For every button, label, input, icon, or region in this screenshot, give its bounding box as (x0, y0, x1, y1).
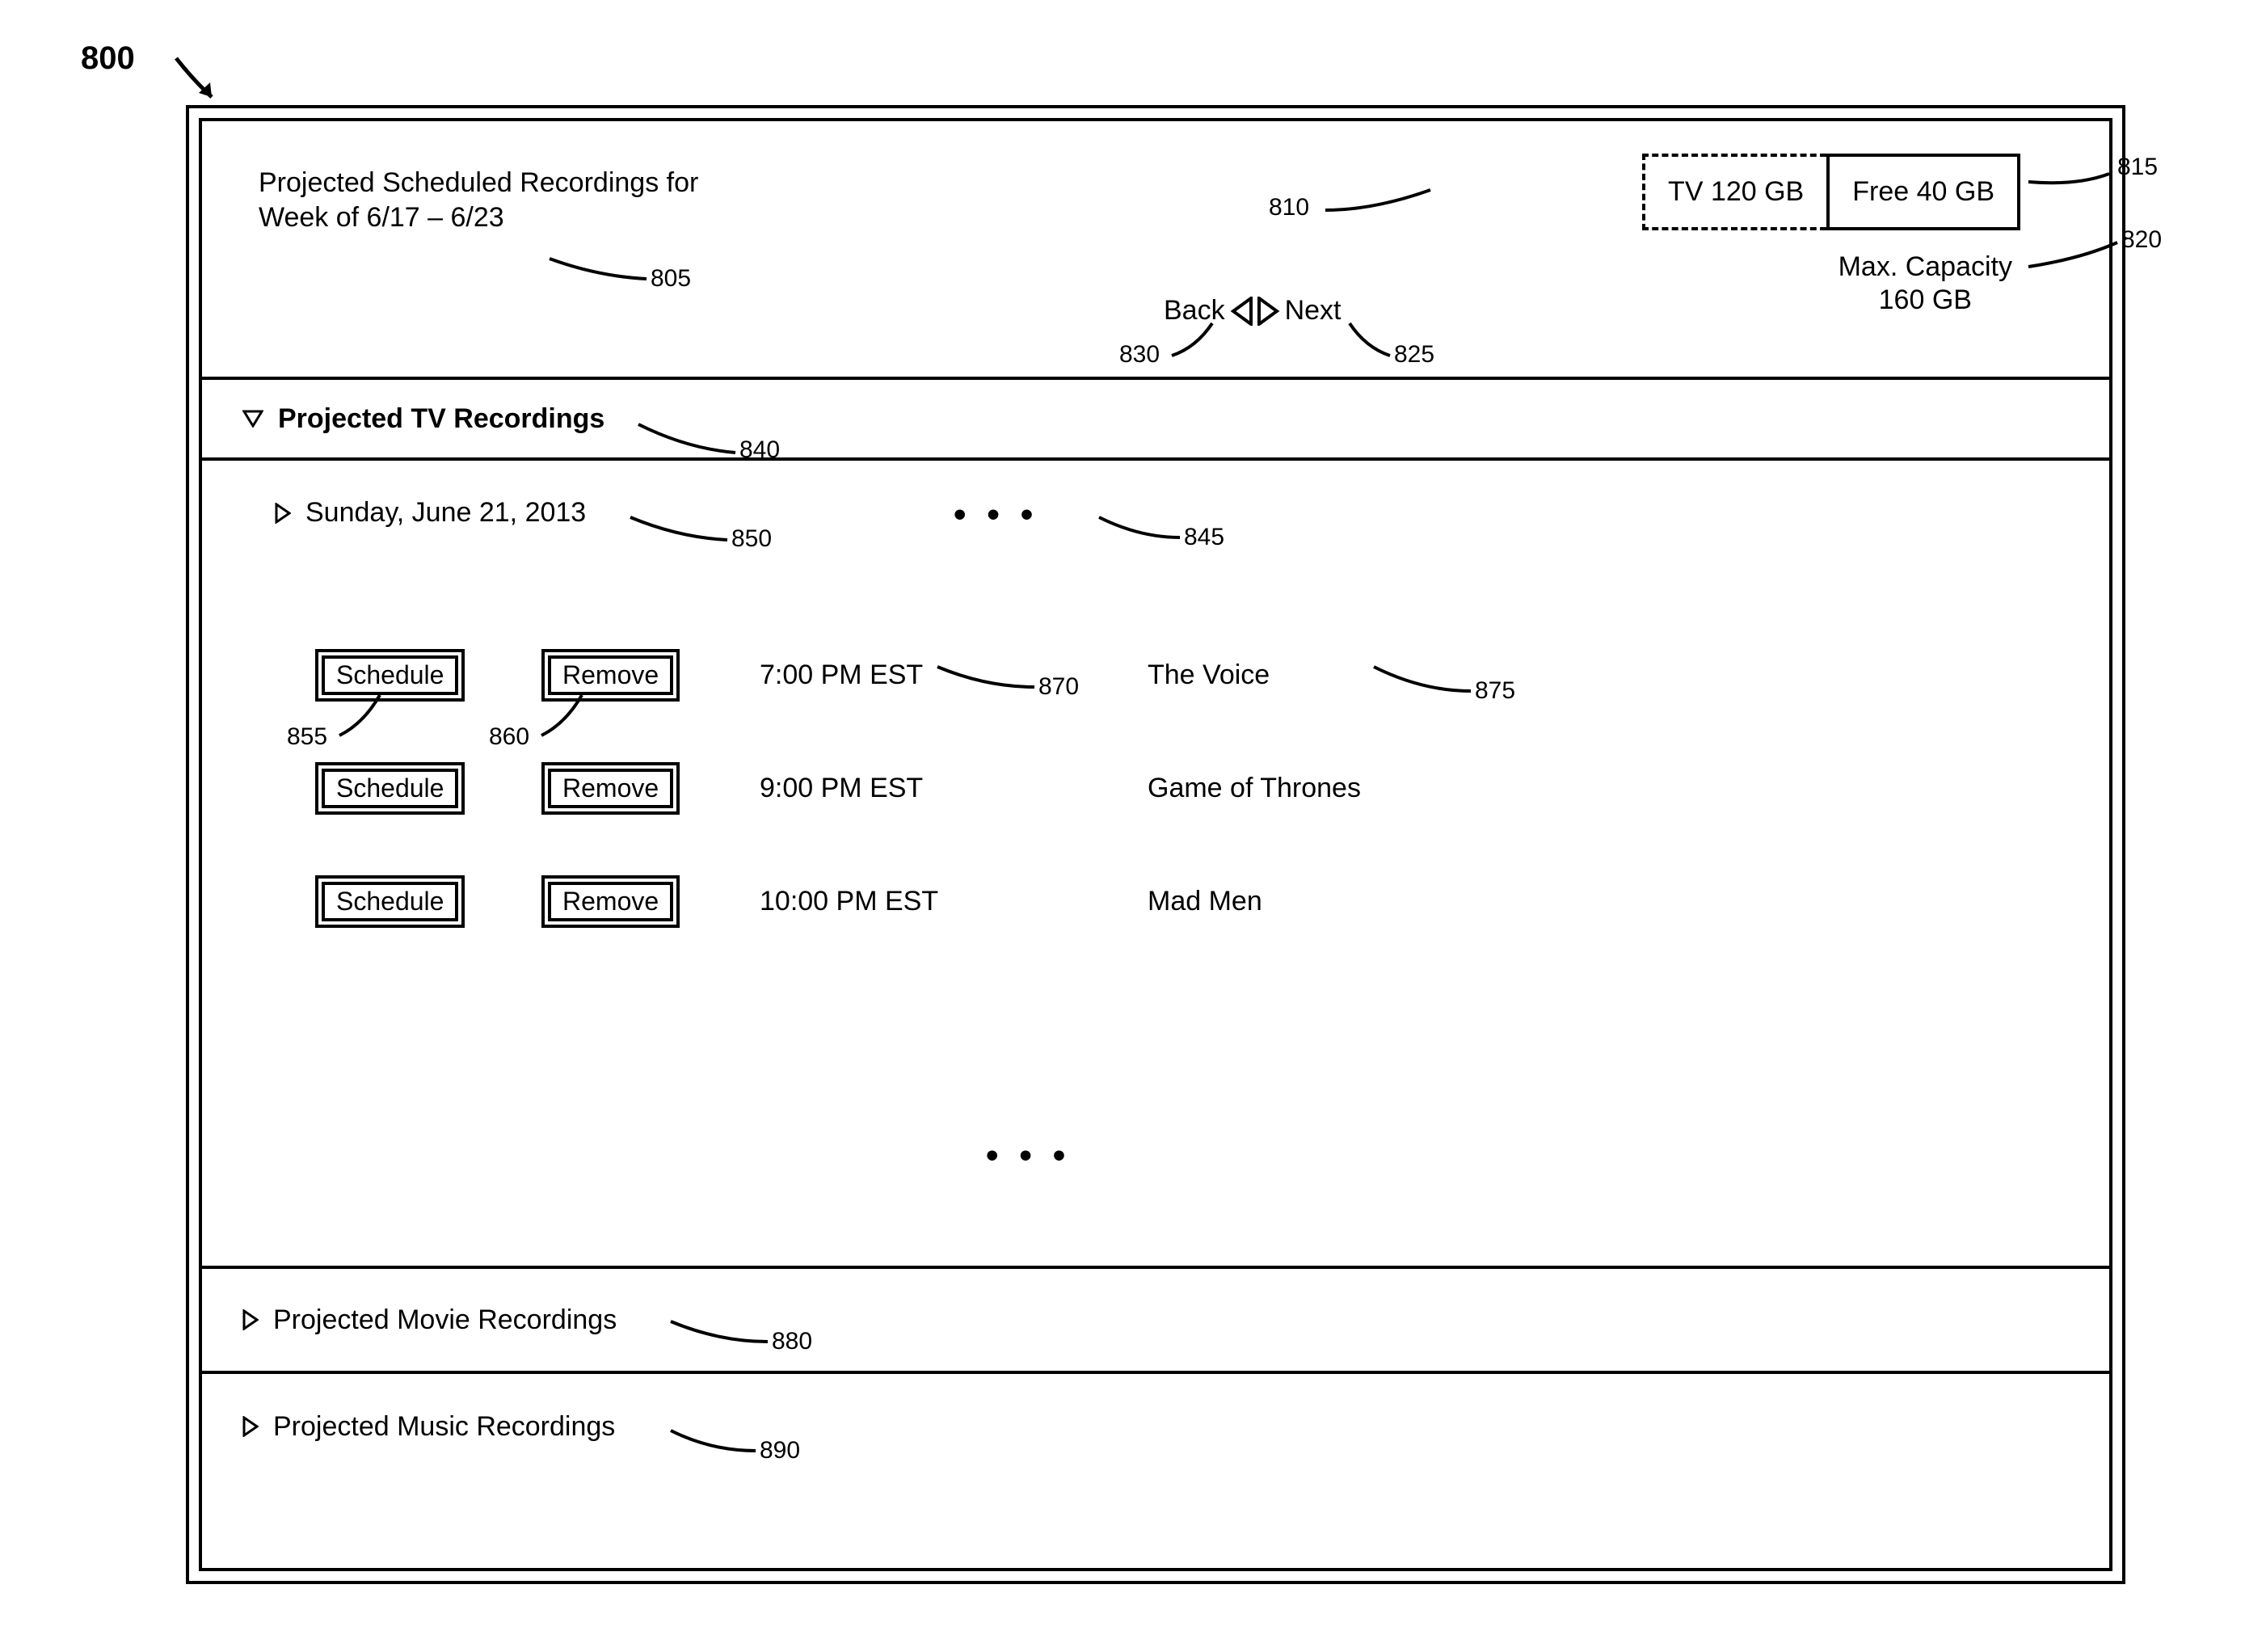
callout-840: 840 (739, 436, 780, 464)
callout-860: 860 (489, 723, 529, 751)
section-tv-body: Sunday, June 21, 2013 ••• Schedule Remov… (202, 461, 2109, 1269)
expand-right-icon (275, 503, 291, 524)
callout-880: 880 (772, 1328, 812, 1355)
section-movie-title: Projected Movie Recordings (273, 1304, 617, 1336)
expand-right-icon (242, 1416, 259, 1437)
schedule-button-label: Schedule (322, 769, 458, 808)
expand-right-icon (242, 1309, 259, 1330)
section-movie-header[interactable]: Projected Movie Recordings (202, 1269, 2109, 1374)
week-nav: Back Next (1164, 295, 1342, 327)
next-label: Next (1285, 295, 1342, 327)
remove-button-label: Remove (548, 655, 673, 695)
page-title: Projected Scheduled Recordings for Week … (259, 166, 776, 234)
callout-805: 805 (651, 265, 691, 293)
callout-810: 810 (1269, 194, 1309, 221)
remove-button[interactable]: Remove (541, 762, 680, 815)
schedule-button-label: Schedule (322, 655, 458, 695)
remove-button[interactable]: Remove (541, 649, 680, 702)
callout-820: 820 (2121, 226, 2162, 254)
max-capacity-label: Max. Capacity 160 GB (1839, 251, 2012, 317)
canvas: 800 Projected Scheduled Recordings for W… (0, 0, 2245, 1652)
recording-title: Game of Thrones (1148, 773, 2061, 804)
capacity-free-box: Free 40 GB (1826, 154, 2020, 230)
recording-row: Schedule Remove 10:00 PM EST Mad Men (315, 845, 2061, 958)
window-outer-frame: Projected Scheduled Recordings for Week … (186, 105, 2125, 1584)
schedule-button[interactable]: Schedule (315, 762, 465, 815)
callout-850: 850 (731, 525, 772, 553)
schedule-button[interactable]: Schedule (315, 875, 465, 928)
remove-button-label: Remove (548, 882, 673, 921)
next-arrow-icon[interactable] (1257, 297, 1280, 326)
callout-830: 830 (1119, 341, 1160, 369)
ellipsis-bottom: ••• (986, 1136, 1086, 1176)
back-label: Back (1164, 295, 1225, 327)
figure-arrow-icon (170, 48, 226, 105)
callout-845: 845 (1184, 524, 1224, 551)
callout-825: 825 (1394, 341, 1434, 369)
recording-list: Schedule Remove 7:00 PM EST The Voice Sc… (315, 618, 2061, 958)
section-music-header[interactable]: Projected Music Recordings (202, 1374, 2109, 1479)
date-row[interactable]: Sunday, June 21, 2013 (275, 497, 586, 529)
ellipsis-top: ••• (954, 495, 1054, 535)
capacity-meter: TV 120 GB Free 40 GB (1642, 154, 2020, 230)
callout-855: 855 (287, 723, 327, 751)
callout-890: 890 (760, 1437, 800, 1464)
recording-time: 10:00 PM EST (760, 886, 1099, 917)
callout-870: 870 (1038, 673, 1079, 701)
date-label: Sunday, June 21, 2013 (305, 497, 586, 529)
expand-down-icon (242, 410, 263, 428)
recording-title: The Voice (1148, 660, 2061, 691)
schedule-button[interactable]: Schedule (315, 649, 465, 702)
recording-row: Schedule Remove 9:00 PM EST Game of Thro… (315, 731, 2061, 845)
callout-815: 815 (2117, 154, 2158, 181)
back-arrow-icon[interactable] (1230, 297, 1253, 326)
max-capacity-line2: 160 GB (1839, 284, 2012, 317)
schedule-button-label: Schedule (322, 882, 458, 921)
section-tv-title: Projected TV Recordings (278, 403, 604, 435)
remove-button-label: Remove (548, 769, 673, 808)
capacity-tv-box: TV 120 GB (1642, 154, 1826, 230)
window-inner-frame: Projected Scheduled Recordings for Week … (199, 118, 2112, 1571)
remove-button[interactable]: Remove (541, 875, 680, 928)
callout-875: 875 (1475, 677, 1515, 705)
figure-number: 800 (81, 40, 135, 77)
recording-title: Mad Men (1148, 886, 2061, 917)
section-music-title: Projected Music Recordings (273, 1411, 615, 1443)
page-title-line2: Week of 6/17 – 6/23 (259, 200, 776, 235)
page-title-line1: Projected Scheduled Recordings for (259, 166, 776, 200)
section-tv-header[interactable]: Projected TV Recordings (202, 380, 2109, 461)
recording-row: Schedule Remove 7:00 PM EST The Voice (315, 618, 2061, 731)
max-capacity-line1: Max. Capacity (1839, 251, 2012, 284)
recording-time: 9:00 PM EST (760, 773, 1099, 804)
